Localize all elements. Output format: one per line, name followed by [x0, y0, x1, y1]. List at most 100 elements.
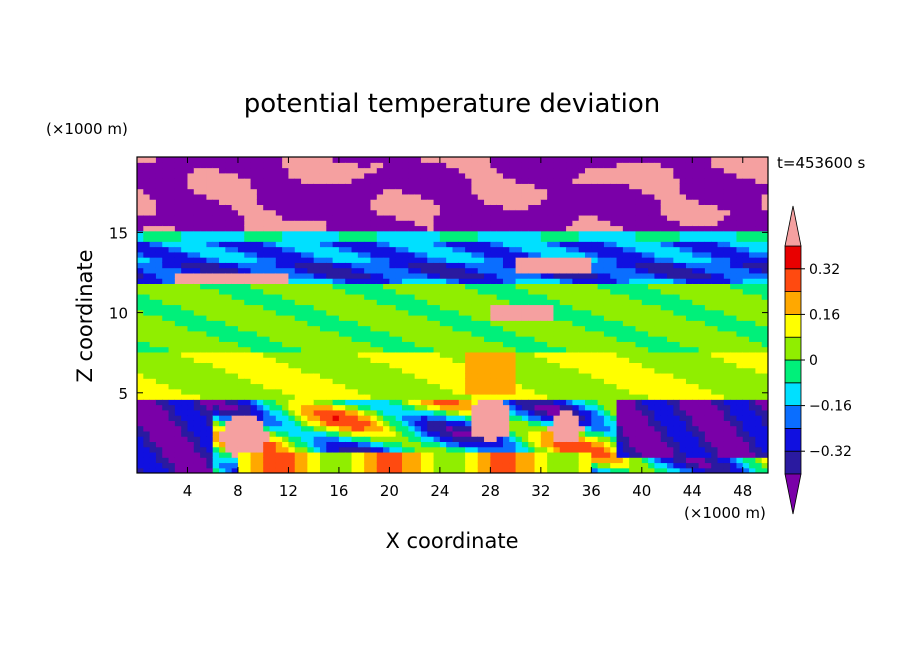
field-cell [326, 346, 334, 353]
field-cell [269, 425, 277, 432]
field-cell [446, 378, 454, 385]
field-cell [420, 399, 428, 406]
field-cell [629, 399, 637, 406]
field-cell [578, 330, 586, 337]
field-cell [534, 230, 542, 237]
field-cell [301, 241, 308, 248]
field-cell [137, 267, 144, 274]
field-cell [572, 451, 580, 458]
field-cell [591, 167, 599, 174]
field-cell [338, 462, 346, 469]
field-cell [559, 346, 567, 353]
field-cell [496, 436, 504, 442]
field-cell [597, 178, 605, 184]
field-cell [629, 415, 637, 421]
field-cell [332, 378, 340, 385]
field-cell [269, 441, 277, 448]
field-cell [193, 157, 201, 163]
field-cell [629, 278, 637, 284]
field-cell [351, 404, 359, 411]
field-cell [225, 204, 233, 211]
field-cell [395, 278, 403, 284]
field-cell [301, 420, 308, 427]
field-cell [654, 415, 662, 421]
field-cell [225, 462, 233, 469]
field-cell [345, 288, 353, 295]
field-cell [149, 394, 157, 400]
field-cell [635, 467, 643, 473]
field-cell [534, 446, 542, 453]
field-cell [585, 467, 592, 473]
field-cell [212, 299, 220, 306]
field-cell [540, 167, 548, 174]
field-cell [389, 157, 397, 163]
field-cell [345, 346, 353, 353]
field-cell [654, 457, 662, 464]
field-cell [635, 267, 643, 274]
field-cell [452, 467, 460, 473]
field-cell [332, 430, 340, 437]
field-cell [439, 367, 447, 374]
field-cell [496, 272, 504, 279]
field-cell [572, 225, 580, 232]
field-cell [471, 378, 479, 385]
field-cell [294, 457, 302, 464]
field-cell [471, 430, 479, 437]
field-cell [364, 309, 372, 316]
field-cell [477, 157, 485, 163]
field-cell [622, 420, 630, 427]
field-cell [603, 272, 611, 279]
field-cell [174, 451, 182, 458]
field-cell [641, 394, 649, 400]
field-cell [496, 336, 504, 342]
field-cell [420, 183, 428, 190]
field-cell [458, 420, 466, 427]
field-cell [200, 430, 208, 437]
field-cell [465, 204, 473, 211]
field-cell [629, 262, 637, 269]
field-cell [143, 272, 151, 279]
field-cell [307, 267, 315, 274]
field-cell [521, 267, 529, 274]
field-cell [490, 436, 498, 442]
field-cell [572, 209, 580, 216]
field-cell [559, 293, 567, 300]
field-cell [376, 267, 384, 274]
field-cell [269, 225, 277, 232]
field-cell [641, 167, 649, 174]
field-cell [540, 315, 548, 321]
field-cell [168, 251, 176, 258]
field-cell [187, 462, 195, 469]
field-cell [420, 415, 428, 421]
field-cell [648, 299, 656, 306]
field-cell [162, 467, 170, 473]
field-cell [357, 415, 365, 421]
field-cell [484, 409, 491, 416]
field-cell [319, 188, 327, 195]
field-cell [301, 278, 308, 284]
field-cell [319, 172, 327, 179]
field-cell [420, 241, 428, 248]
field-cell [660, 441, 668, 448]
field-cell [376, 257, 384, 263]
field-cell [591, 430, 599, 437]
field-cell [427, 394, 435, 400]
field-cell [357, 451, 365, 458]
field-cell [301, 167, 308, 174]
field-cell [181, 204, 189, 211]
field-cell [477, 420, 485, 427]
field-cell [414, 367, 422, 374]
field-cell [452, 367, 460, 374]
field-cell [660, 420, 668, 427]
field-cell [616, 457, 624, 464]
field-cell [244, 378, 252, 385]
field-cell [635, 351, 643, 358]
field-cell [629, 236, 637, 242]
field-cell [496, 367, 504, 374]
field-cell [338, 330, 346, 337]
field-cell [597, 409, 605, 416]
field-cell [622, 430, 630, 437]
field-cell [547, 415, 555, 421]
field-cell [187, 367, 195, 374]
field-cell [559, 283, 567, 290]
